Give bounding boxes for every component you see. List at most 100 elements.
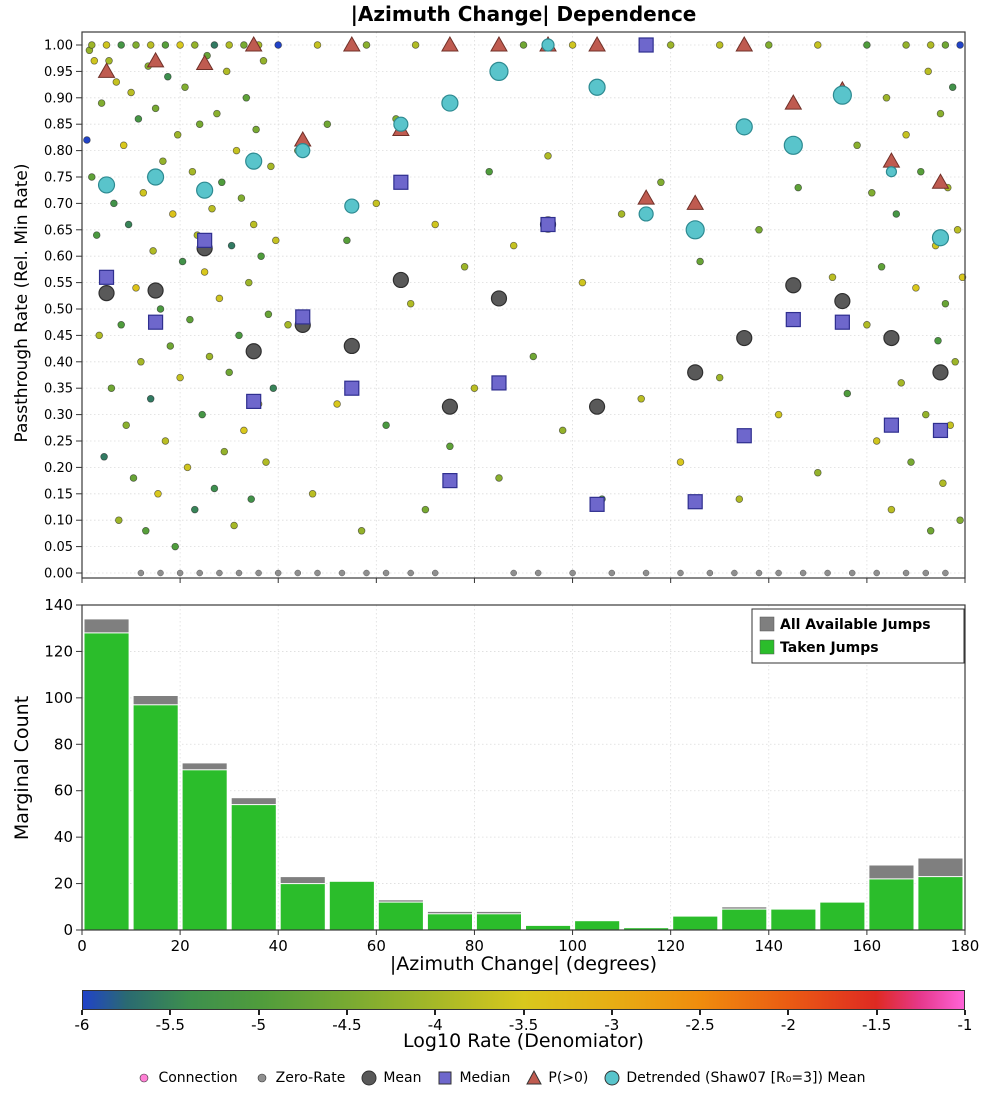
svg-text:100: 100 bbox=[44, 689, 73, 707]
legend-swatch bbox=[759, 616, 775, 632]
triangle-marker-icon bbox=[526, 1069, 543, 1085]
svg-text:40: 40 bbox=[54, 828, 73, 846]
svg-text:0.60: 0.60 bbox=[44, 250, 73, 265]
colorbar-gradient bbox=[82, 990, 965, 1010]
svg-text:80: 80 bbox=[465, 937, 484, 955]
bar-taken bbox=[83, 632, 130, 931]
svg-text:0.00: 0.00 bbox=[44, 567, 73, 582]
bar-taken bbox=[328, 880, 375, 931]
dot-marker-icon bbox=[140, 1073, 149, 1083]
bar-taken bbox=[868, 878, 915, 931]
bar-taken bbox=[770, 908, 817, 931]
svg-text:160: 160 bbox=[853, 937, 882, 955]
svg-text:0.85: 0.85 bbox=[44, 118, 73, 133]
svg-text:0.65: 0.65 bbox=[44, 223, 73, 238]
legend-item-mean: Mean bbox=[359, 1068, 421, 1088]
bar-taken bbox=[819, 901, 866, 931]
colorbar-tick bbox=[875, 1010, 878, 1015]
legend-item-label: Median bbox=[459, 1070, 511, 1086]
series-median bbox=[98, 37, 949, 512]
svg-text:20: 20 bbox=[54, 875, 73, 893]
series-zero-rate bbox=[137, 569, 949, 577]
svg-text:100: 100 bbox=[558, 937, 587, 955]
scatter-y-axis-label: Passthrough Rate (Rel. Min Rate) bbox=[12, 163, 32, 443]
bar-taken bbox=[525, 924, 572, 931]
histogram-plot: 0 20 40 60 80 100 120 140 160 180 0 20 40 60 80 100 120 1… bbox=[44, 596, 980, 955]
svg-text:0.55: 0.55 bbox=[44, 276, 73, 291]
legend-swatch bbox=[759, 639, 775, 655]
bar-taken bbox=[426, 913, 473, 931]
series-detrended-shaw07-r-3-mean bbox=[97, 38, 950, 247]
svg-text:80: 80 bbox=[54, 735, 73, 753]
bar-taken bbox=[574, 920, 621, 931]
svg-text:60: 60 bbox=[54, 782, 73, 800]
bar-taken bbox=[721, 908, 768, 931]
svg-text:0.25: 0.25 bbox=[44, 435, 73, 450]
svg-text:140: 140 bbox=[44, 596, 73, 614]
svg-text:0.05: 0.05 bbox=[44, 540, 73, 555]
svg-text:0.90: 0.90 bbox=[44, 91, 73, 106]
legend-item-p-0-: P(>0) bbox=[524, 1068, 588, 1088]
legend-item-detrended-shaw07-r-3-mean: Detrended (Shaw07 [R₀=3]) Mean bbox=[602, 1068, 866, 1088]
bar-taken bbox=[181, 769, 228, 931]
series-rate-colored-jumps bbox=[83, 41, 967, 551]
legend-label: All Available Jumps bbox=[780, 617, 931, 633]
colorbar-tick bbox=[522, 1010, 525, 1015]
histogram-x-axis-label: |Azimuth Change| (degrees) bbox=[389, 953, 658, 975]
svg-text:0.45: 0.45 bbox=[44, 329, 73, 344]
marker-legend: Connection Zero-Rate Mean Median P(>0) Detren… bbox=[0, 1068, 1000, 1088]
colorbar-tick bbox=[345, 1010, 348, 1015]
circle-marker-icon bbox=[604, 1070, 620, 1086]
legend-item-label: Zero-Rate bbox=[275, 1070, 346, 1086]
svg-text:0.75: 0.75 bbox=[44, 171, 73, 186]
colorbar-tick bbox=[699, 1010, 702, 1015]
svg-text:40: 40 bbox=[269, 937, 288, 955]
histogram-y-axis-label: Marginal Count bbox=[11, 695, 33, 841]
svg-text:0.35: 0.35 bbox=[44, 382, 73, 397]
svg-text:20: 20 bbox=[171, 937, 190, 955]
svg-text:120: 120 bbox=[44, 642, 73, 660]
bar-taken bbox=[917, 876, 964, 931]
colorbar-tick bbox=[434, 1010, 437, 1015]
svg-text:0: 0 bbox=[63, 921, 73, 939]
bar-taken bbox=[279, 883, 326, 931]
svg-text:0.15: 0.15 bbox=[44, 487, 73, 502]
svg-text:180: 180 bbox=[951, 937, 980, 955]
series-mean bbox=[98, 216, 949, 415]
svg-text:0.40: 0.40 bbox=[44, 355, 73, 370]
svg-text:140: 140 bbox=[754, 937, 783, 955]
colorbar-tick bbox=[787, 1010, 790, 1015]
legend-label: Taken Jumps bbox=[780, 640, 879, 656]
bar-taken bbox=[132, 704, 179, 931]
scatter-plot: 0.00 0.05 0.10 0.15 0.20 0.25 0.30 0.35 0.40 0.45… bbox=[44, 31, 967, 583]
bar-taken bbox=[230, 804, 277, 931]
svg-text:0: 0 bbox=[77, 937, 87, 955]
svg-text:60: 60 bbox=[367, 937, 386, 955]
bar-taken bbox=[475, 913, 522, 931]
legend-item-connection: Connection bbox=[134, 1068, 238, 1088]
colorbar-tick bbox=[81, 1010, 83, 1015]
legend-item-label: Mean bbox=[383, 1070, 422, 1086]
legend-item-zero-rate: Zero-Rate bbox=[252, 1068, 346, 1088]
svg-text:0.10: 0.10 bbox=[44, 514, 73, 529]
svg-text:0.50: 0.50 bbox=[44, 303, 73, 318]
colorbar-tick bbox=[257, 1010, 260, 1015]
circle-marker-icon bbox=[361, 1070, 377, 1086]
histogram-legend: All Available Jumps Taken Jumps bbox=[751, 608, 965, 664]
legend-item-label: Detrended (Shaw07 [R₀=3]) Mean bbox=[626, 1070, 866, 1086]
legend-item-label: Connection bbox=[158, 1070, 238, 1086]
dot-marker-icon bbox=[257, 1073, 266, 1083]
svg-text:0.70: 0.70 bbox=[44, 197, 73, 212]
bar-taken bbox=[672, 915, 719, 931]
svg-text:0.95: 0.95 bbox=[44, 65, 73, 80]
svg-text:0.30: 0.30 bbox=[44, 408, 73, 423]
colorbar-tick bbox=[610, 1010, 613, 1015]
legend-item-label: P(>0) bbox=[548, 1070, 589, 1086]
svg-text:0.80: 0.80 bbox=[44, 144, 73, 159]
bars-taken-jumps bbox=[83, 632, 964, 931]
figure-title: |Azimuth Change| Dependence bbox=[350, 2, 697, 26]
square-marker-icon bbox=[438, 1071, 452, 1085]
series-p-0- bbox=[97, 35, 950, 210]
colorbar-tick bbox=[964, 1010, 966, 1015]
